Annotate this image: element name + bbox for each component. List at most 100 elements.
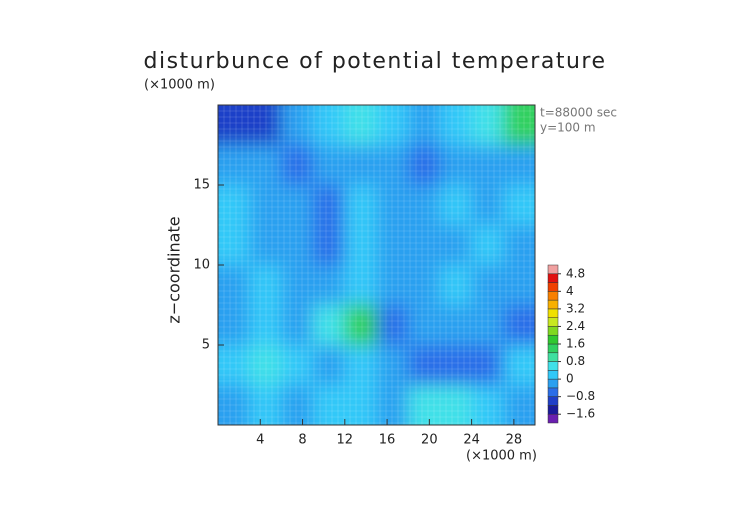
field-cell <box>376 225 409 265</box>
field-cell <box>281 305 314 345</box>
field-cell <box>281 265 314 305</box>
field-cell <box>218 385 250 425</box>
field-cell <box>313 265 345 305</box>
field-cell <box>439 145 472 185</box>
field-cell <box>249 145 282 185</box>
y-tick-label: 5 <box>202 338 210 353</box>
field-cell <box>249 345 282 385</box>
field-cell <box>503 145 535 185</box>
colorbar-tick-label: 2.4 <box>566 319 585 333</box>
x-unit: (×1000 m) <box>466 449 537 464</box>
field-cell <box>218 305 250 345</box>
field-cell <box>376 185 409 225</box>
x-tick-label: 16 <box>379 433 396 448</box>
field-cell <box>376 105 409 145</box>
colorbar-box <box>547 352 559 362</box>
colorbar-tick-label: 0.8 <box>566 354 585 368</box>
field-cell <box>408 185 440 225</box>
field-cell <box>313 385 345 425</box>
x-tick-label: 4 <box>256 433 264 448</box>
field-cell <box>503 185 535 225</box>
field-cell <box>439 225 472 265</box>
field-cell <box>344 265 377 305</box>
field-cell <box>471 145 504 185</box>
colorbar-tick-label: −0.8 <box>566 389 595 403</box>
field-cell <box>344 305 377 345</box>
colorbar-box <box>547 326 559 336</box>
field-cell <box>218 105 250 145</box>
field-cell <box>376 305 409 345</box>
field-cell <box>439 305 472 345</box>
colorbar-box <box>547 317 559 327</box>
field-cell <box>408 345 440 385</box>
colorbar-box <box>547 308 559 318</box>
field-cell <box>376 385 409 425</box>
colorbar-box <box>547 405 559 415</box>
colorbar-tick-label: 4 <box>566 284 574 298</box>
field-cell <box>439 345 472 385</box>
field-cell <box>471 185 504 225</box>
field-cell <box>281 105 314 145</box>
field-cell <box>344 145 377 185</box>
x-tick-label: 24 <box>463 433 480 448</box>
grid <box>218 105 535 425</box>
field-cell <box>281 345 314 385</box>
y-unit: (×1000 m) <box>144 78 215 93</box>
field-cell <box>344 385 377 425</box>
field-cell <box>249 185 282 225</box>
colorbar-tick-label: 3.2 <box>566 301 585 315</box>
field-cells <box>218 105 535 425</box>
field-cell <box>281 225 314 265</box>
chart-title: disturbunce of potential temperature <box>144 49 607 74</box>
field-cell <box>376 265 409 305</box>
field-cell <box>249 385 282 425</box>
field-cell <box>249 225 282 265</box>
field-cell <box>376 145 409 185</box>
field <box>218 105 535 425</box>
field-cell <box>313 225 345 265</box>
field-cell <box>408 145 440 185</box>
field-cell <box>313 305 345 345</box>
field-cell <box>218 265 250 305</box>
field-cell <box>471 265 504 305</box>
colorbar-tick-label: 4.8 <box>566 266 585 280</box>
field-cell <box>503 265 535 305</box>
field-cell <box>439 185 472 225</box>
x-tick-label: 20 <box>421 433 438 448</box>
field-cell <box>439 265 472 305</box>
field-cell <box>503 225 535 265</box>
y-axis-label: z−coordinate <box>165 216 184 323</box>
colorbar-tick-label: 0 <box>566 372 574 386</box>
annotation: y=100 m <box>540 121 596 135</box>
field-cell <box>471 105 504 145</box>
colorbar-box <box>547 273 559 283</box>
field-cell <box>408 225 440 265</box>
y-tick-label: 15 <box>193 178 210 193</box>
field-cell <box>218 345 250 385</box>
field-cell <box>249 105 282 145</box>
y-tick-label: 10 <box>193 258 210 273</box>
field-cell <box>503 385 535 425</box>
colorbar-box <box>547 413 559 424</box>
field-cell <box>471 305 504 345</box>
field-cell <box>408 265 440 305</box>
x-tick-label: 12 <box>337 433 354 448</box>
annotation: t=88000 sec <box>540 106 617 120</box>
colorbar-box <box>547 299 559 310</box>
field-cell <box>218 145 250 185</box>
colorbar-box <box>547 378 559 389</box>
x-tick-label: 8 <box>298 433 306 448</box>
field-cell <box>281 145 314 185</box>
field-cell <box>281 185 314 225</box>
field-cell <box>249 265 282 305</box>
colorbar-box <box>547 396 559 406</box>
field-cell <box>313 145 345 185</box>
colorbar-box <box>547 387 559 397</box>
field-cell <box>344 225 377 265</box>
field-cell <box>313 185 345 225</box>
field-cell <box>218 225 250 265</box>
field-cell <box>376 345 409 385</box>
colorbar-box <box>547 264 559 275</box>
field-cell <box>471 225 504 265</box>
field-cell <box>408 385 440 425</box>
